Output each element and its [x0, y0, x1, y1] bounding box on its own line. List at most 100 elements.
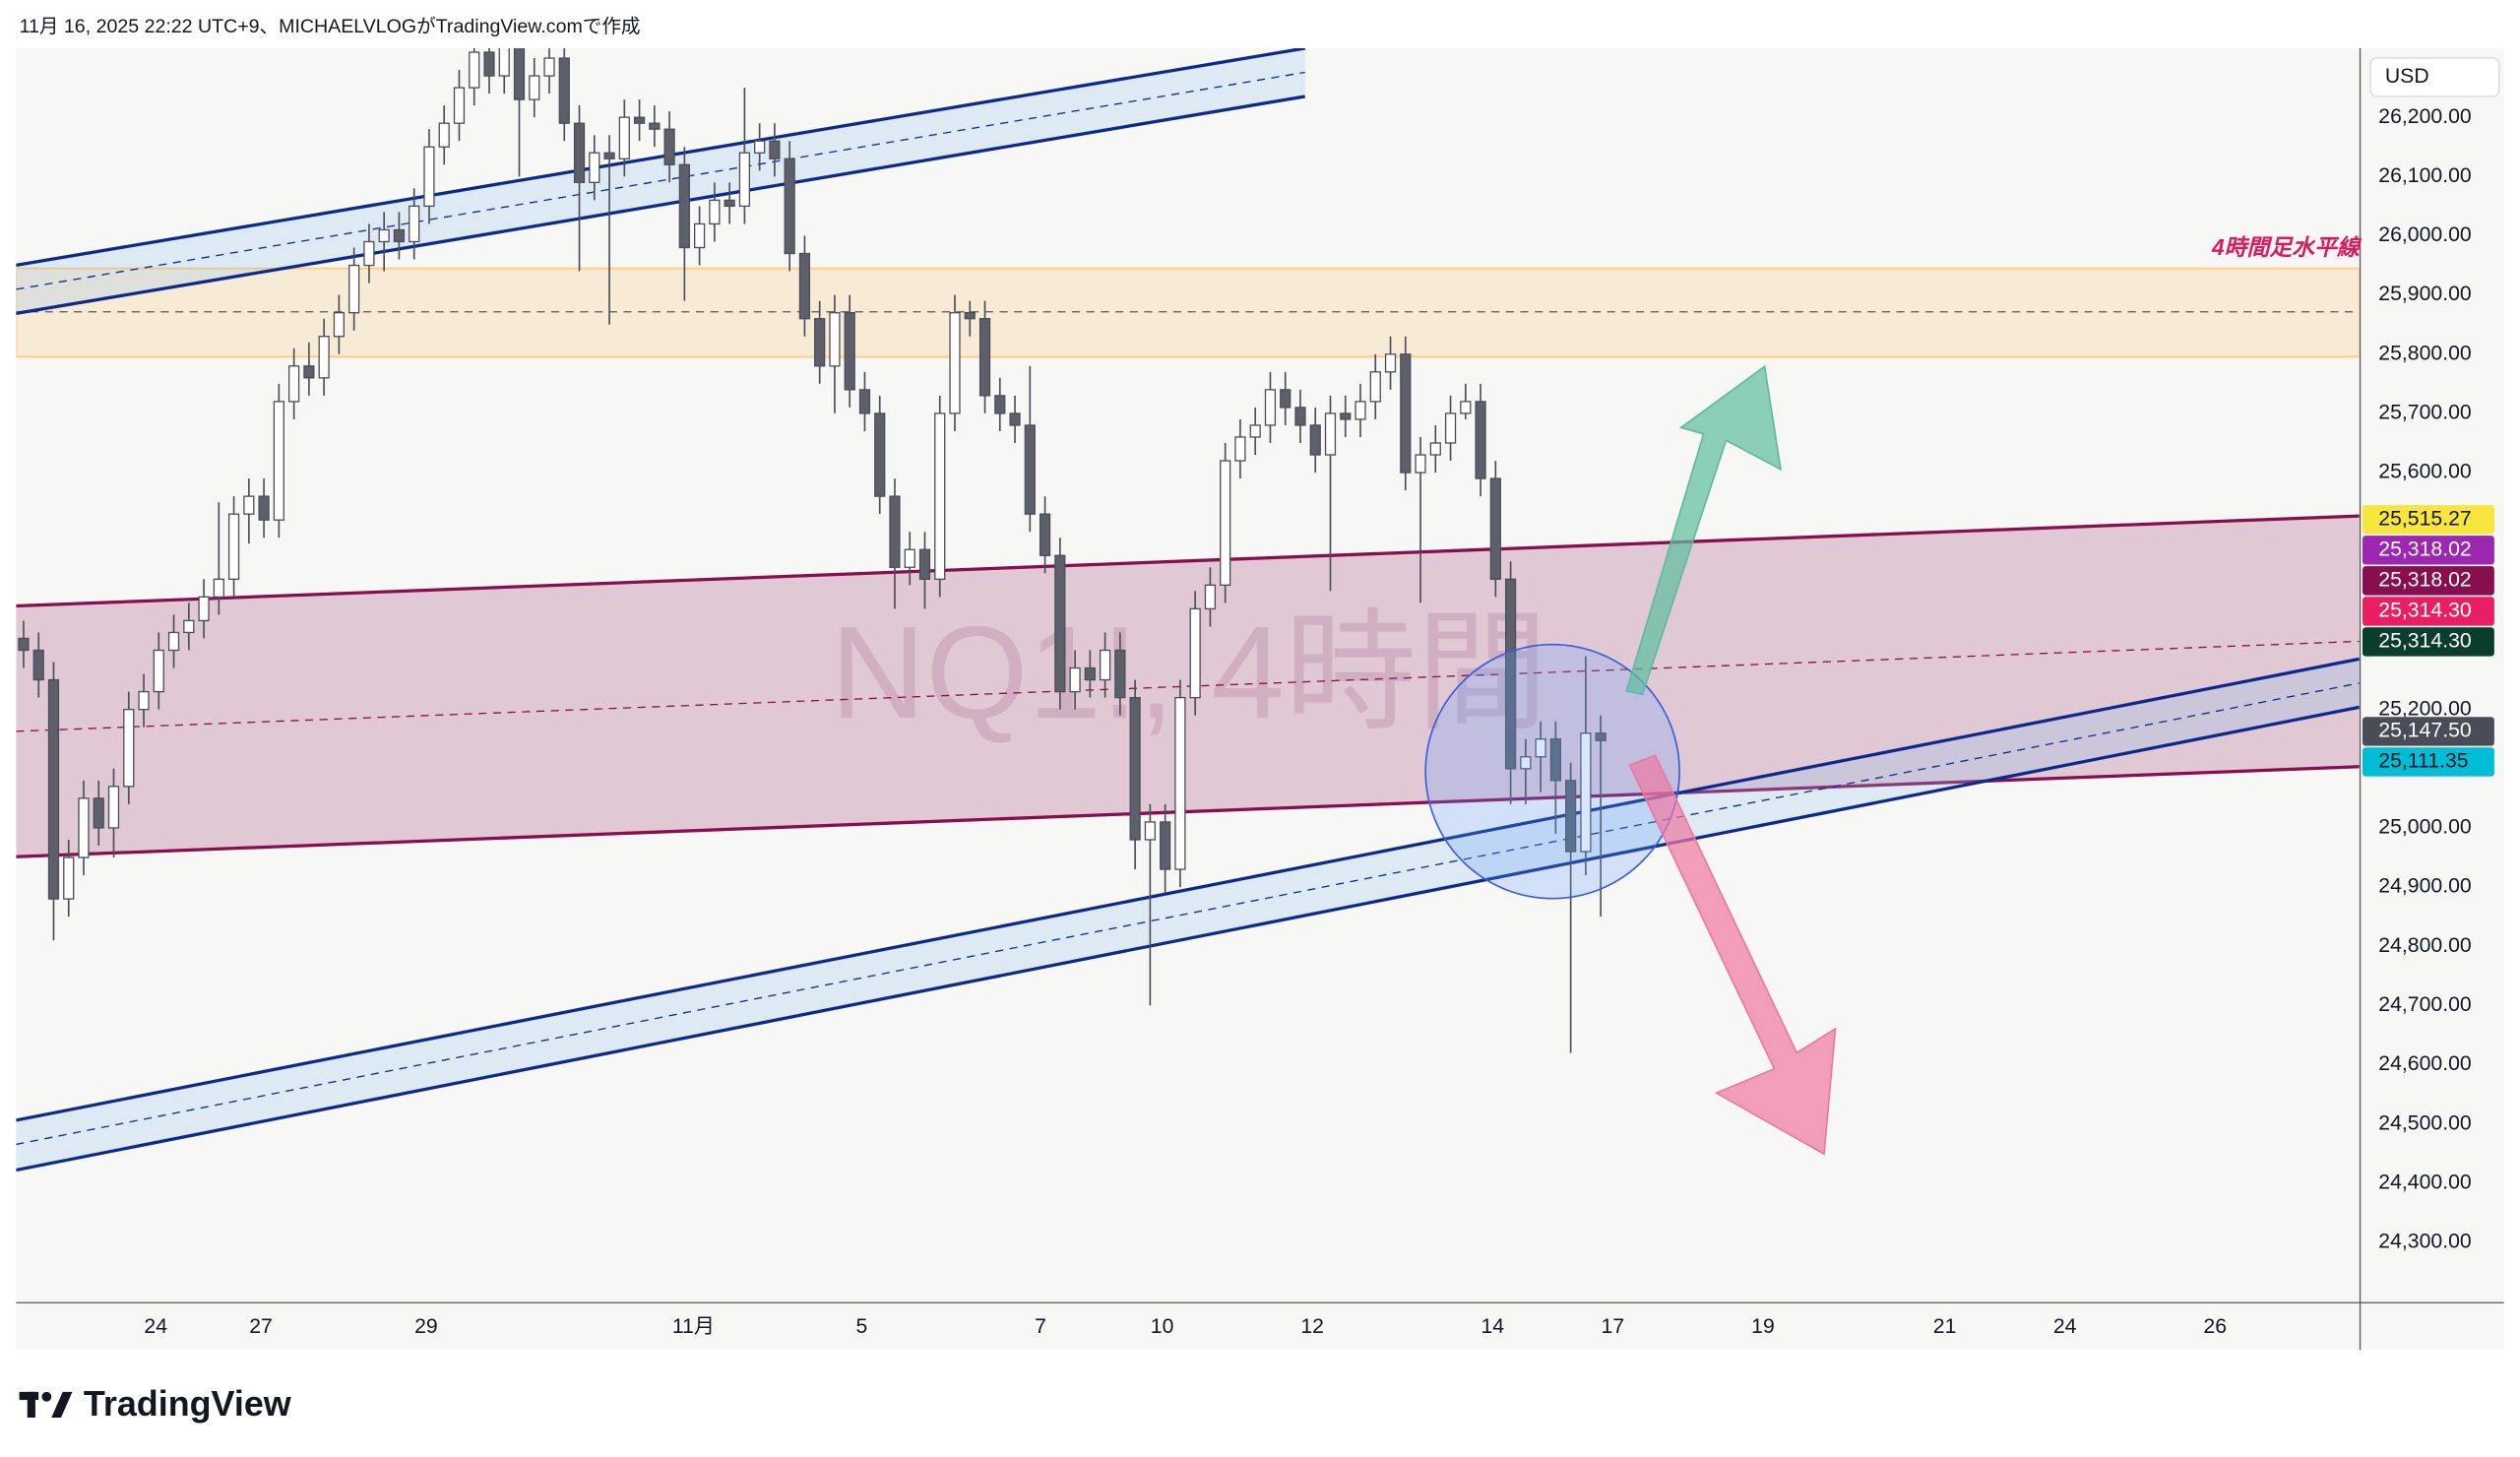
candle-body — [649, 122, 661, 130]
price-label: 25,111.35 — [2378, 750, 2468, 773]
candles — [18, 47, 1606, 1053]
candle-body — [934, 412, 946, 580]
candle-body — [1039, 513, 1051, 556]
blue-channel-upper-top — [16, 47, 1305, 267]
candle-body — [1024, 424, 1036, 515]
candle-body — [469, 51, 480, 89]
candle-body — [18, 637, 30, 652]
watermark: NQ1!, 4時間 — [831, 600, 1548, 746]
candle-body — [1294, 407, 1306, 426]
candle-body — [964, 312, 976, 320]
candle-body — [63, 856, 75, 900]
candle-body — [438, 122, 450, 148]
candle-body — [273, 401, 284, 521]
candle-body — [529, 75, 540, 100]
candle-body — [227, 513, 240, 580]
candle-body — [798, 252, 811, 320]
candle-body — [107, 786, 120, 829]
x-tick-label: 17 — [1602, 1315, 1625, 1338]
x-tick-label: 5 — [856, 1315, 868, 1338]
candle-body — [829, 312, 841, 367]
pink-channel-mid — [16, 640, 2360, 732]
candle-body — [47, 678, 60, 900]
logo-icon — [19, 1391, 73, 1418]
price-label: 25,314.30 — [2378, 599, 2471, 621]
price-label-box — [2362, 536, 2494, 565]
y-tick-label: 25,900.00 — [2378, 283, 2471, 305]
y-tick-label: 25,200.00 — [2378, 697, 2471, 720]
candle-body — [1369, 371, 1381, 403]
x-tick-label: 24 — [2053, 1315, 2077, 1338]
branding: TradingView — [84, 1383, 291, 1424]
candle-body — [93, 797, 104, 829]
y-tick-label: 25,700.00 — [2378, 402, 2471, 424]
y-tick-label: 24,700.00 — [2378, 993, 2471, 1016]
pink-channel-bottom — [16, 765, 2360, 858]
candle-body — [1189, 607, 1201, 699]
y-tick-label: 24,400.00 — [2378, 1171, 2471, 1193]
y-tick-label: 24,500.00 — [2378, 1111, 2471, 1134]
candle-body — [1054, 554, 1066, 693]
candle-body — [483, 51, 495, 77]
candle-body — [198, 596, 210, 622]
candle-body — [1160, 821, 1171, 870]
candle-body — [1489, 477, 1501, 580]
candle-body — [409, 205, 420, 243]
candle-body — [1340, 412, 1352, 420]
candle-body — [814, 318, 826, 367]
x-tick-label: 14 — [1480, 1315, 1504, 1338]
candle-body — [1264, 389, 1277, 426]
candle-body — [754, 140, 766, 154]
candle-body — [1535, 738, 1546, 758]
highlight-circle — [1424, 643, 1680, 900]
candle-body — [378, 228, 390, 243]
candle-body — [709, 199, 721, 225]
candle-body — [844, 312, 855, 391]
blue-channel-upper-mid — [16, 71, 1305, 290]
currency-label: USD — [2385, 65, 2429, 88]
candle-body — [1475, 401, 1486, 479]
candle-body — [1144, 821, 1156, 841]
candle-body — [123, 709, 135, 788]
candle-body — [78, 797, 90, 858]
candle-body — [1549, 738, 1561, 782]
annotation: 4時間足水平線 — [2211, 234, 2362, 260]
chart-background — [16, 47, 2504, 1351]
candle-body — [1234, 436, 1246, 462]
candle-body — [393, 228, 406, 243]
candle-body — [1460, 401, 1472, 414]
price-label-box — [2362, 717, 2494, 746]
candle-body — [1204, 584, 1217, 610]
candle-body — [138, 690, 150, 711]
candle-body — [1444, 412, 1457, 444]
candle-body — [784, 158, 795, 255]
y-tick-label: 24,800.00 — [2378, 934, 2471, 957]
x-tick-label: 10 — [1151, 1315, 1174, 1338]
candle-body — [243, 495, 255, 515]
candle-body — [1009, 412, 1021, 426]
up-arrow — [1625, 364, 1783, 696]
candle-body — [978, 318, 991, 397]
x-tick-label: 19 — [1751, 1315, 1775, 1338]
down-arrow — [1628, 754, 1837, 1156]
y-tick-label: 24,900.00 — [2378, 875, 2471, 898]
candle-body — [153, 649, 164, 693]
y-tick-label: 26,200.00 — [2378, 105, 2471, 128]
price-label-box — [2362, 505, 2494, 535]
blue-channel-lower-mid — [16, 682, 2360, 1146]
candle-body — [1249, 424, 1261, 438]
candle-body — [1384, 353, 1397, 373]
blue-channel-lower — [16, 659, 2360, 1171]
candle-body — [573, 122, 586, 183]
candle-body — [769, 140, 781, 159]
candle-body — [678, 163, 690, 249]
candle-body — [738, 152, 751, 208]
candle-body — [663, 128, 675, 165]
candle-body — [1580, 732, 1592, 853]
y-tick-label: 25,800.00 — [2378, 342, 2471, 364]
y-tick-label: 26,100.00 — [2378, 164, 2471, 187]
pink-channel-top — [16, 514, 2360, 608]
candle-body — [1309, 424, 1321, 456]
candle-body — [904, 548, 915, 568]
